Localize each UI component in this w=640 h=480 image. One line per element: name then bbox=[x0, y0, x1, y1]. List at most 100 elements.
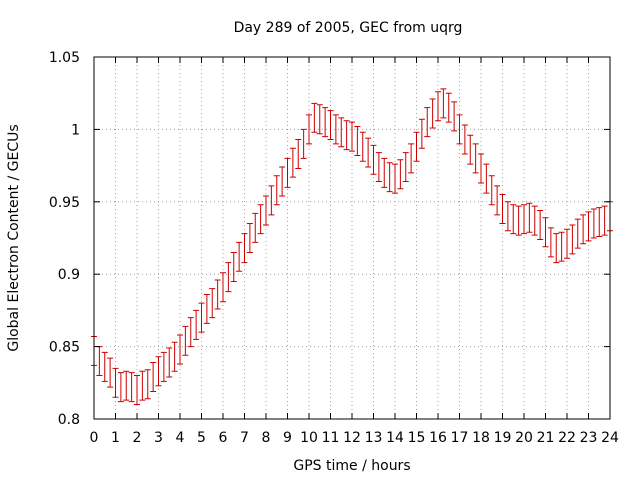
error-bar-point bbox=[365, 137, 372, 168]
error-bar-point bbox=[214, 279, 221, 310]
error-bar-point bbox=[279, 166, 286, 197]
error-bar-point bbox=[295, 139, 302, 169]
error-bar-point bbox=[354, 126, 361, 156]
error-bar-point bbox=[289, 147, 296, 178]
x-tick-label: 1 bbox=[111, 430, 120, 446]
error-bar-point bbox=[510, 204, 517, 235]
axis-ticks bbox=[93, 56, 611, 420]
chart-title: Day 289 of 2005, GEC from uqrg bbox=[234, 20, 463, 36]
error-bar-point bbox=[209, 288, 216, 319]
x-tick-label: 24 bbox=[601, 430, 619, 446]
error-bar-point bbox=[564, 228, 570, 259]
error-bar-point bbox=[155, 356, 162, 387]
error-bar-point bbox=[515, 205, 522, 236]
error-bar-point bbox=[203, 293, 210, 324]
y-tick-label: 0.95 bbox=[49, 195, 80, 211]
error-bar-point bbox=[284, 157, 291, 188]
error-bar-point bbox=[257, 204, 264, 235]
error-bar-point bbox=[225, 262, 232, 293]
error-bar-point bbox=[252, 212, 259, 243]
error-bar-point bbox=[182, 325, 189, 356]
error-bar-point bbox=[499, 194, 506, 225]
error-bar-point bbox=[461, 124, 468, 155]
x-tick-label: 9 bbox=[283, 430, 292, 446]
error-bar-point bbox=[150, 362, 157, 392]
error-bar-point bbox=[128, 372, 135, 403]
x-tick-label: 22 bbox=[558, 430, 576, 446]
error-bar-point bbox=[596, 207, 603, 238]
error-bar-point bbox=[424, 107, 431, 138]
x-tick-label: 15 bbox=[408, 430, 426, 446]
error-bar-point bbox=[601, 205, 608, 236]
error-bar-point bbox=[263, 195, 269, 226]
error-bar-point bbox=[445, 92, 452, 123]
x-tick-label: 3 bbox=[154, 430, 163, 446]
y-tick-label: 0.85 bbox=[49, 340, 80, 356]
error-bar-point bbox=[472, 143, 479, 174]
error-bar-point bbox=[569, 224, 576, 255]
x-tick-label: 11 bbox=[322, 430, 340, 446]
error-bar-point bbox=[144, 369, 151, 400]
error-bar-point bbox=[327, 110, 334, 141]
x-tick-label: 7 bbox=[240, 430, 249, 446]
error-bar-point bbox=[451, 101, 458, 132]
error-bar-point bbox=[521, 204, 527, 235]
error-bar-point bbox=[134, 375, 140, 406]
error-bar-point bbox=[177, 334, 183, 365]
x-tick-label: 4 bbox=[176, 430, 185, 446]
x-tick-label: 16 bbox=[429, 430, 447, 446]
x-tick-label: 0 bbox=[90, 430, 99, 446]
x-tick-label: 8 bbox=[262, 430, 271, 446]
error-bar-point bbox=[494, 185, 501, 216]
error-bar-point bbox=[429, 98, 436, 129]
error-bar-point bbox=[531, 205, 538, 236]
x-axis-label: GPS time / hours bbox=[293, 458, 410, 474]
error-bar-point bbox=[418, 118, 425, 149]
error-bar-point bbox=[402, 152, 409, 183]
x-tick-label: 13 bbox=[365, 430, 383, 446]
error-bar-point bbox=[375, 152, 382, 183]
error-bar-point bbox=[166, 347, 173, 378]
x-tick-label: 14 bbox=[386, 430, 404, 446]
error-bar-point bbox=[574, 218, 581, 249]
y-tick-labels: 0.8 0.85 0.9 0.95 1 1.05 bbox=[49, 50, 80, 428]
error-bar-point bbox=[187, 317, 194, 348]
x-tick-label: 10 bbox=[300, 430, 318, 446]
error-bar-point bbox=[241, 233, 248, 264]
error-bar-point bbox=[413, 131, 420, 162]
error-bar-point bbox=[537, 209, 544, 240]
x-tick-label: 19 bbox=[494, 430, 512, 446]
error-bar-point bbox=[590, 208, 597, 239]
error-bar-point bbox=[440, 88, 447, 119]
error-bar-point bbox=[123, 370, 130, 401]
error-bar-point bbox=[547, 227, 554, 258]
error-bar-point bbox=[386, 162, 393, 193]
error-bar-point bbox=[504, 201, 511, 232]
x-tick-label: 21 bbox=[537, 430, 555, 446]
error-bar-point bbox=[268, 185, 275, 216]
error-bar-point bbox=[408, 143, 415, 174]
error-bar-point bbox=[332, 114, 339, 145]
y-tick-label: 1 bbox=[71, 122, 80, 138]
error-bar-point bbox=[101, 351, 108, 382]
error-bar-point bbox=[230, 251, 237, 282]
error-bar-point bbox=[139, 370, 146, 401]
error-bar-point bbox=[311, 102, 318, 133]
error-bars bbox=[91, 88, 613, 406]
error-bar-point bbox=[220, 272, 226, 303]
error-bar-point bbox=[198, 302, 205, 333]
error-bar-point bbox=[349, 121, 355, 152]
error-bar-point bbox=[338, 117, 345, 148]
error-bar-point bbox=[112, 367, 119, 398]
error-bar-point bbox=[585, 211, 592, 242]
error-bar-point bbox=[306, 114, 312, 145]
error-bar-point bbox=[467, 134, 474, 165]
y-tick-label: 1.05 bbox=[49, 50, 80, 66]
error-bar-point bbox=[483, 163, 490, 194]
error-bar-point bbox=[273, 175, 280, 206]
error-bar-point bbox=[316, 104, 323, 135]
x-tick-label: 23 bbox=[580, 430, 598, 446]
x-tick-label: 18 bbox=[472, 430, 490, 446]
x-tick-label: 20 bbox=[515, 430, 533, 446]
error-bar-point bbox=[117, 372, 124, 403]
